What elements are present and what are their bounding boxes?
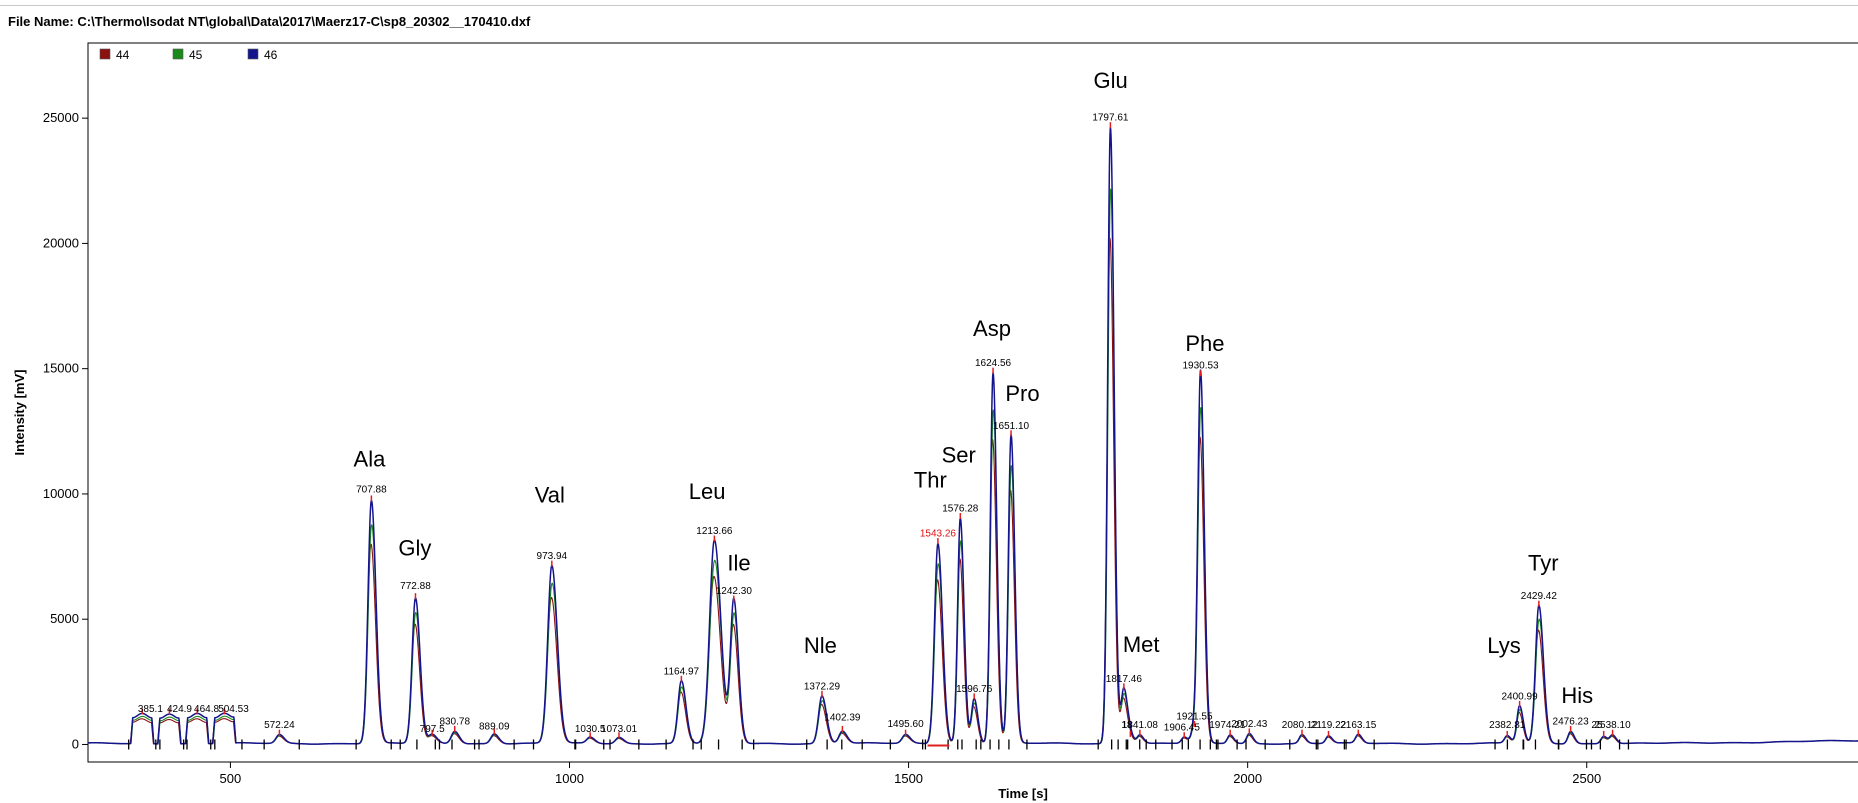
amino-acid-label: Val: [535, 483, 565, 508]
peak-rt-label: 1841.08: [1122, 720, 1159, 731]
peak-rt-label: 1402.39: [824, 713, 861, 724]
peak-rt-label: 2429.42: [1521, 591, 1558, 602]
peak-rt-label: 1921.55: [1176, 711, 1213, 722]
plot-frame: [87, 42, 1858, 763]
peak-rt-label: 1576.28: [942, 503, 979, 514]
amino-acid-label: Leu: [689, 479, 726, 504]
peak-rt-label: 1974.21: [1209, 720, 1246, 731]
x-tick-label: 2000: [1233, 771, 1262, 786]
amino-acid-label: Thr: [914, 468, 947, 493]
peak-rt-label: 1495.60: [888, 719, 925, 730]
y-tick-label: 10000: [43, 486, 79, 501]
peak-rt-label: 973.94: [537, 551, 568, 562]
y-tick-label: 25000: [43, 110, 79, 125]
peak-rt-label: 1651.10: [993, 421, 1030, 432]
file-name-label: File Name: C:\Thermo\Isodat NT\global\Da…: [8, 14, 531, 29]
peak-rt-label: 707.88: [356, 485, 387, 496]
y-tick-label: 0: [72, 736, 79, 751]
peak-rt-label: 830.78: [439, 716, 470, 727]
x-axis-title: Time [s]: [998, 786, 1048, 801]
peak-rt-label: 772.88: [400, 581, 431, 592]
legend-label: 46: [264, 48, 278, 62]
peak-rt-label: 1073.01: [601, 724, 638, 735]
peak-labels: 385.1 424.9 464.8 504.53 572.24 707.88 772.88 7…: [138, 113, 1631, 735]
amino-acid-label: Ser: [942, 443, 976, 468]
x-tick-label: 500: [220, 771, 242, 786]
y-tick-label: 20000: [43, 235, 79, 250]
traces: [87, 126, 1858, 745]
peak-rt-label: 464.8: [194, 704, 219, 715]
peak-rt-label: 572.24: [264, 720, 295, 731]
peak-rt-label: 889.09: [479, 721, 510, 732]
peak-rt-label: 2476.23: [1553, 716, 1590, 727]
amino-acid-label: Asp: [973, 316, 1011, 341]
peak-rt-label: 1164.97: [664, 666, 700, 677]
amino-acid-label: Tyr: [1528, 550, 1559, 575]
y-tick-label: 15000: [43, 361, 79, 376]
peak-rt-label: 1372.29: [804, 681, 841, 692]
amino-acid-label: Pro: [1005, 381, 1039, 406]
peak-rt-label: 1596.76: [956, 684, 993, 695]
x-tick-label: 1500: [894, 771, 923, 786]
peak-rt-label: 1213.66: [696, 526, 733, 537]
peak-rt-label: 1030.5: [575, 724, 606, 735]
peak-rt-label: 1242.30: [716, 586, 753, 597]
peak-rt-label: 2002.43: [1231, 719, 1268, 730]
y-axis-title: Intensity [mV]: [12, 370, 27, 456]
amino-acid-label: His: [1561, 683, 1593, 708]
peak-rt-label: 424.9: [167, 704, 192, 715]
peak-rt-label: 2119.22: [1311, 720, 1347, 731]
amino-acid-label: Met: [1123, 632, 1160, 657]
legend-label: 44: [116, 48, 130, 62]
peak-rt-label: 2400.99: [1502, 691, 1539, 702]
peak-rt-label: 797.5: [420, 724, 445, 735]
amino-acid-label: Phe: [1185, 331, 1224, 356]
legend-swatch: [99, 48, 111, 60]
top-border: [0, 5, 1858, 6]
peak-rt-label: 1817.46: [1106, 674, 1143, 685]
peak-rt-label: 385.1: [138, 704, 163, 715]
peak-rt-label: 1930.53: [1182, 361, 1219, 372]
peak-rt-label: 504.53: [218, 704, 249, 715]
baseline-markers: [128, 122, 1630, 750]
peak-rt-label: 1543.26: [920, 529, 957, 540]
plot-area: [87, 42, 1858, 763]
peak-rt-label: 1797.61: [1092, 113, 1129, 124]
peak-rt-label: 2080.12: [1282, 720, 1319, 731]
amino-acid-label: Ile: [727, 550, 750, 575]
peak-rt-label: 2538.10: [1594, 720, 1631, 731]
legend-label: 45: [189, 48, 203, 62]
legend-swatch: [172, 48, 184, 60]
peak-rt-label: 18: [1121, 720, 1133, 731]
peak-rt-label: 1906.45: [1164, 723, 1201, 734]
x-tick-label: 1000: [555, 771, 584, 786]
y-tick-label: 5000: [50, 611, 79, 626]
x-tick-label: 2500: [1572, 771, 1601, 786]
amino-acid-label: Gly: [398, 535, 431, 560]
amino-acid-label: Lys: [1487, 633, 1520, 658]
trace-46: [87, 126, 1858, 745]
peak-rt-label: 25: [1591, 720, 1603, 731]
amino-acid-label: Glu: [1094, 68, 1128, 93]
amino-acid-label: Ala: [354, 446, 387, 471]
axes: 0 5000 10000 15000 20000 25000 500 1000 1500 2000…: [43, 110, 1601, 786]
peak-rt-label: 2382.81: [1489, 720, 1526, 731]
peak-rt-label: 1624.56: [975, 358, 1012, 369]
peak-rt-label: 2163.15: [1340, 720, 1377, 731]
legend-swatch: [247, 48, 259, 60]
legend: 44 45 46: [99, 48, 278, 62]
amino-acid-label: Nle: [804, 633, 837, 658]
